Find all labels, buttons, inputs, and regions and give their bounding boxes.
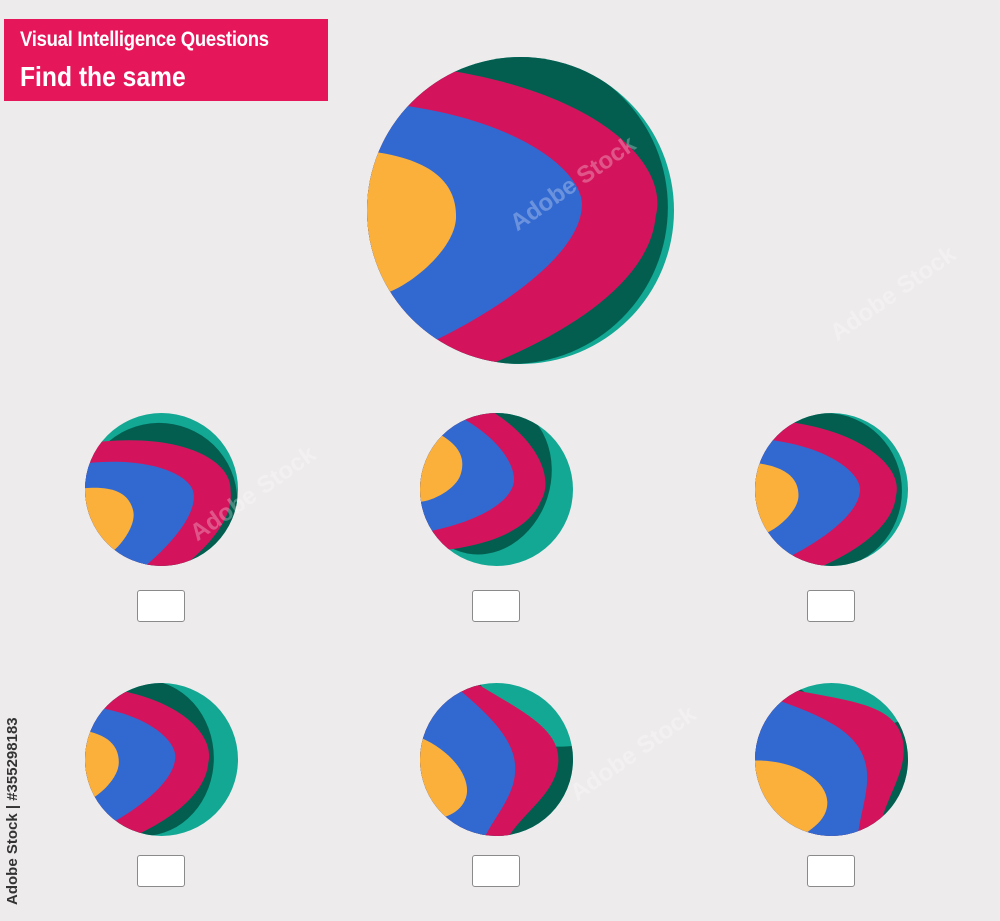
- option-ball-2: [420, 413, 573, 566]
- watermark: Adobe Stock: [825, 240, 961, 347]
- option-ball-4: [85, 683, 238, 836]
- title-banner: Visual Intelligence Questions Find the s…: [4, 19, 328, 101]
- option-ball-1: [85, 413, 238, 566]
- answer-checkbox-3[interactable]: [807, 590, 855, 622]
- watermark: Adobe Stock: [565, 700, 701, 807]
- answer-checkbox-4[interactable]: [137, 855, 185, 887]
- answer-checkbox-6[interactable]: [807, 855, 855, 887]
- option-ball-3: [755, 413, 908, 566]
- option-ball-6: [755, 683, 908, 836]
- option-ball-5: [420, 683, 573, 836]
- banner-subtitle: Visual Intelligence Questions: [20, 28, 269, 51]
- reference-ball: [367, 57, 674, 364]
- banner-title: Find the same: [20, 61, 186, 92]
- answer-checkbox-5[interactable]: [472, 855, 520, 887]
- answer-checkbox-2[interactable]: [472, 590, 520, 622]
- stock-id-label: Adobe Stock | #355298183: [4, 717, 21, 905]
- answer-checkbox-1[interactable]: [137, 590, 185, 622]
